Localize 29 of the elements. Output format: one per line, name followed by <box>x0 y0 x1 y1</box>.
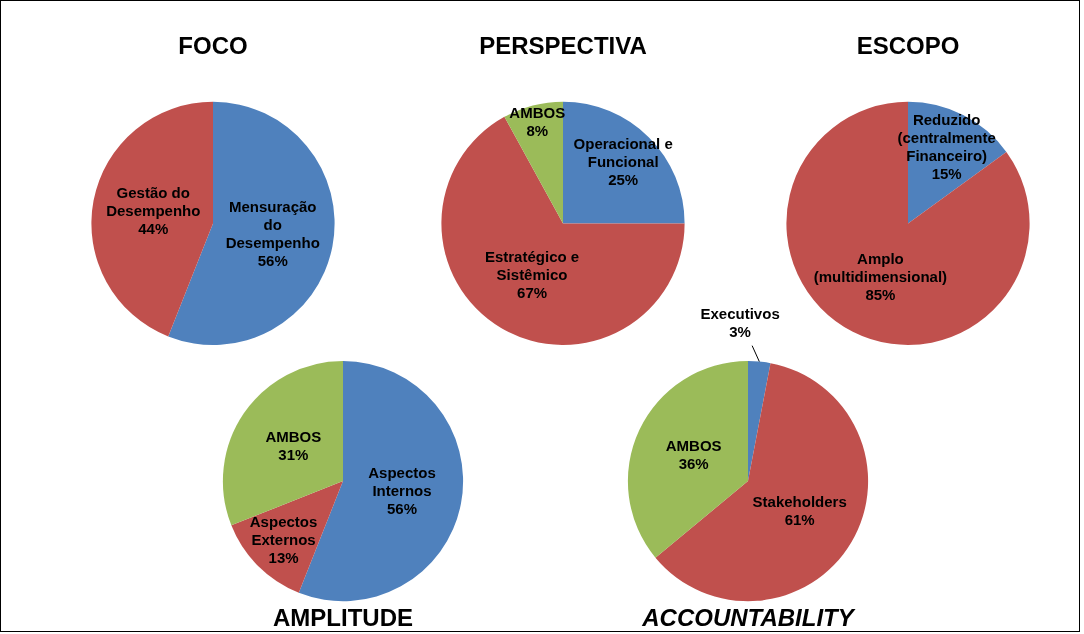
chart-title: ESCOPO <box>856 32 960 60</box>
text: AMPLITUDE <box>273 604 413 632</box>
chart-title: PERSPECTIVA <box>479 32 647 60</box>
data-label: 67% <box>517 283 548 301</box>
data-label: 56% <box>257 251 288 269</box>
data-label: 85% <box>865 285 896 303</box>
slice-label: Aspectos Internos <box>368 464 436 500</box>
data-label: 44% <box>138 220 169 238</box>
slice-label: AMBOS <box>265 428 322 446</box>
slice-label: Amplo (multidimensional) <box>813 249 948 285</box>
data-label: 61% <box>784 510 815 528</box>
data-label: 31% <box>278 446 309 464</box>
data-label: 36% <box>678 454 709 472</box>
data-label: 3% <box>729 322 751 340</box>
data-label: 25% <box>608 171 639 189</box>
data-label: 8% <box>526 122 549 140</box>
slice-label: Estratégico e Sistêmico <box>484 247 580 283</box>
slice-label: Aspectos Externos <box>249 512 318 548</box>
slice-label: AMBOS <box>665 436 722 454</box>
text: ACCOUNTABILITY <box>641 604 856 632</box>
slice-label: Executivos <box>700 304 780 322</box>
slice-label: AMBOS <box>509 104 566 122</box>
slice-label: Gestão do Desempenho <box>106 184 201 220</box>
chart-title: FOCO <box>178 32 248 60</box>
data-label: 56% <box>386 500 417 518</box>
data-label: 15% <box>931 164 962 182</box>
data-label: 13% <box>268 548 299 566</box>
slice-label: Mensuração do Desempenho <box>225 197 320 251</box>
slice-label: Stakeholders <box>752 492 847 510</box>
